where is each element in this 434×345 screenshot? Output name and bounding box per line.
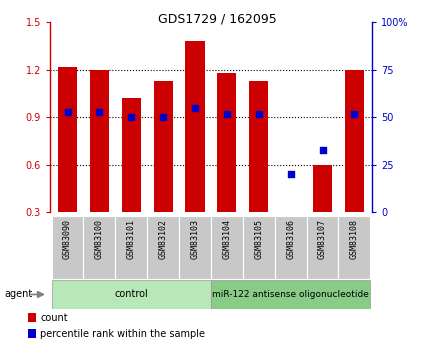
Bar: [90, 70, 109, 212]
Text: GSM83100: GSM83100: [95, 219, 104, 259]
Text: GSM83105: GSM83105: [254, 219, 263, 259]
Bar: [185, 41, 204, 212]
Bar: [52, 280, 210, 309]
Point: [286, 171, 293, 177]
Bar: [153, 81, 172, 212]
Text: agent: agent: [4, 289, 33, 299]
Bar: [83, 216, 115, 279]
Point: [191, 105, 198, 110]
Text: control: control: [114, 289, 148, 299]
Point: [255, 111, 262, 116]
Text: GSM83103: GSM83103: [190, 219, 199, 259]
Point: [350, 111, 357, 116]
Bar: [28, 329, 36, 338]
Point: [64, 109, 71, 114]
Text: GSM83108: GSM83108: [349, 219, 358, 259]
Bar: [58, 67, 77, 212]
Bar: [344, 70, 363, 212]
Bar: [179, 216, 210, 279]
Text: GSM83090: GSM83090: [63, 219, 72, 259]
Bar: [312, 165, 331, 212]
Bar: [338, 216, 369, 279]
Text: count: count: [40, 313, 68, 323]
Bar: [249, 81, 268, 212]
Bar: [306, 216, 338, 279]
Text: GDS1729 / 162095: GDS1729 / 162095: [158, 12, 276, 25]
Bar: [52, 216, 83, 279]
Point: [159, 115, 166, 120]
Bar: [28, 313, 36, 322]
Bar: [122, 98, 141, 212]
Bar: [242, 216, 274, 279]
Point: [96, 109, 103, 114]
Text: GSM83107: GSM83107: [317, 219, 326, 259]
Point: [223, 111, 230, 116]
Bar: [274, 216, 306, 279]
Point: [128, 115, 135, 120]
Bar: [210, 216, 242, 279]
Text: GSM83106: GSM83106: [286, 219, 295, 259]
Text: GSM83101: GSM83101: [126, 219, 135, 259]
Text: GSM83104: GSM83104: [222, 219, 231, 259]
Text: GSM83102: GSM83102: [158, 219, 167, 259]
Bar: [210, 280, 369, 309]
Bar: [217, 73, 236, 212]
Text: miR-122 antisense oligonucleotide: miR-122 antisense oligonucleotide: [212, 290, 368, 299]
Point: [318, 147, 325, 152]
Bar: [115, 216, 147, 279]
Text: percentile rank within the sample: percentile rank within the sample: [40, 329, 205, 339]
Bar: [147, 216, 179, 279]
